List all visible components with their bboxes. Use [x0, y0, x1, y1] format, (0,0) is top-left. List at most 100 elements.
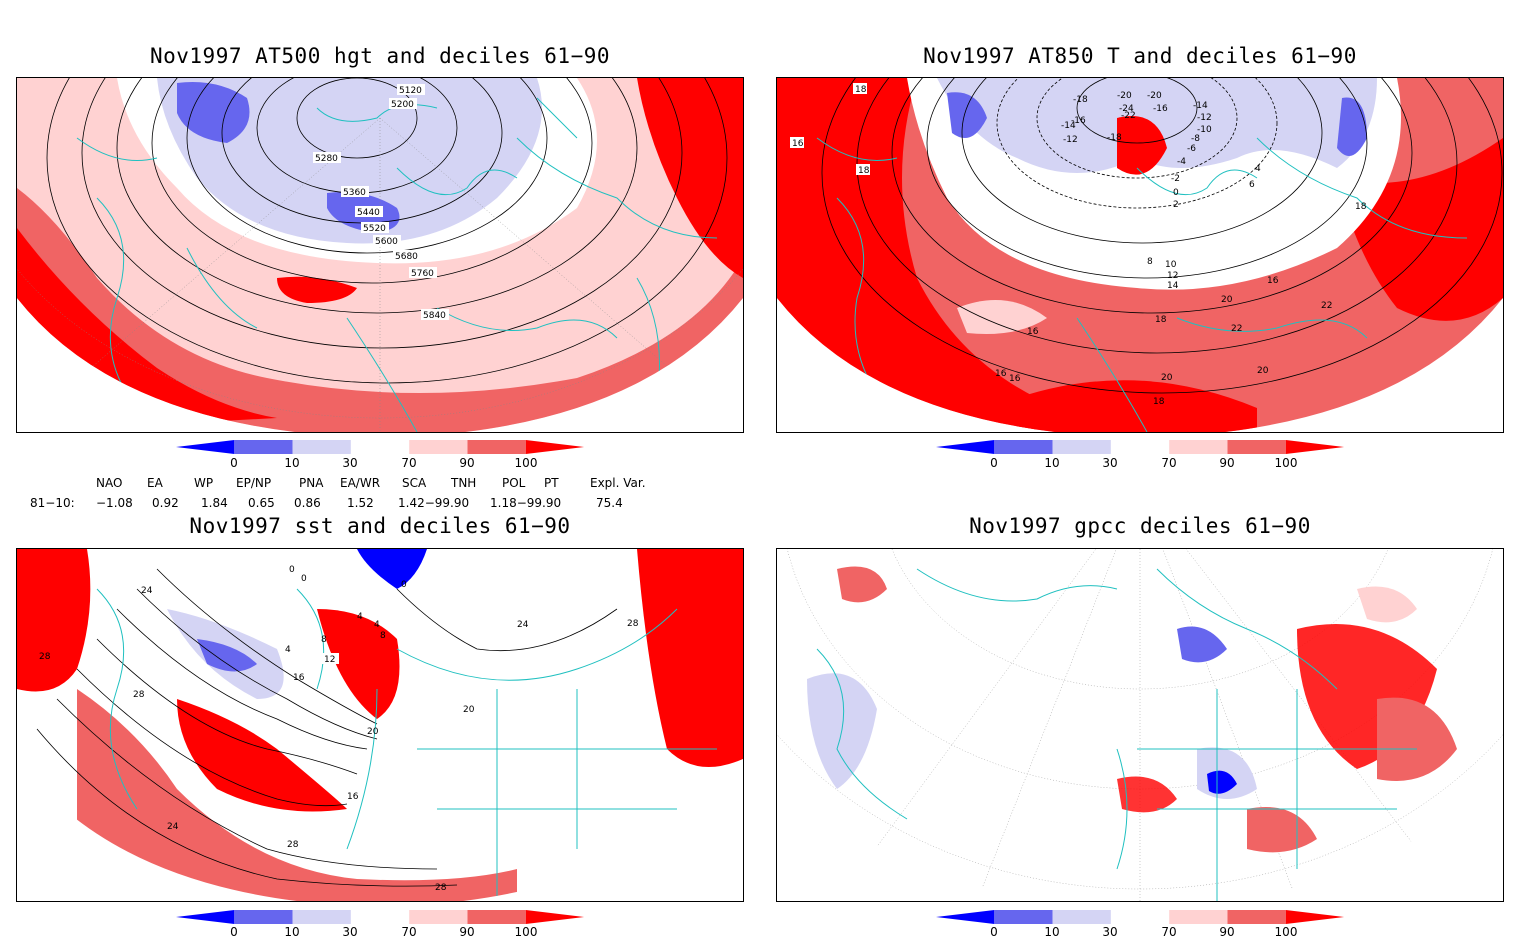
contour-label: 5680	[395, 252, 418, 262]
coastlines	[816, 568, 1417, 901]
contour-label: 16	[347, 792, 359, 802]
decile-fill-red-centre	[1117, 116, 1167, 175]
contour-label: 20	[463, 705, 475, 715]
colorbar-swatch	[292, 910, 351, 924]
precip-deciles	[807, 566, 1457, 853]
colorbar-swatch	[1227, 440, 1286, 454]
decile-fill-blue-1	[1207, 770, 1237, 794]
colorbar-tick: 70	[1161, 925, 1177, 939]
colorbar-tick: 70	[1161, 456, 1177, 470]
coastlines	[96, 588, 717, 901]
decile-fill-lightblue	[937, 78, 1377, 173]
index-header: EA/WR	[340, 476, 381, 490]
contour-label: 14	[1167, 281, 1179, 291]
colorbar-tick: 10	[1044, 456, 1060, 470]
index-header: PT	[544, 476, 559, 490]
contour-label: 22	[1231, 324, 1242, 334]
contour-label: 22	[1321, 301, 1332, 311]
colorbar-tick: 90	[459, 925, 475, 939]
colorbar-tick: 100	[514, 456, 538, 470]
contour-label: 28	[133, 690, 145, 700]
decile-fill-red-east	[637, 78, 743, 278]
colorbar-tick: 70	[401, 925, 417, 939]
colorbar-tick: 70	[401, 456, 417, 470]
contour-label: -8	[1191, 134, 1200, 144]
colorbar-tick: 30	[1102, 456, 1118, 470]
contour-label: 20	[1221, 295, 1233, 305]
index-header: PNA	[299, 476, 324, 490]
decile-fill-lightred-2	[837, 566, 887, 603]
index-header: NAO	[96, 476, 123, 490]
contour-label: -18	[1107, 133, 1122, 143]
contour-labels-at500: 5120 5200 5280 5360 5440 5520 5600 5680 …	[313, 84, 449, 321]
decile-fill-midblue-1	[947, 92, 987, 138]
decile-fill-lightblue	[157, 78, 542, 244]
colorbar-top-left	[176, 440, 585, 454]
map-sst-svg: 0 0 0 4 4 8 4 8 12 16 20 20 24 28 28 28 …	[17, 549, 743, 901]
index-header: WP	[194, 476, 214, 490]
contour-label: 5840	[423, 311, 446, 321]
map-at500-svg: 5120 5200 5280 5360 5440 5520 5600 5680 …	[17, 78, 743, 432]
colorbar-swatch	[525, 910, 585, 924]
index-header: TNH	[451, 476, 477, 490]
decile-fill-blue	[357, 549, 427, 589]
panel-title-gpcc: Nov1997 gpcc deciles 61−90	[969, 514, 1311, 538]
sst-contours	[36, 568, 618, 887]
decile-fill-red-east	[637, 549, 743, 767]
map-at850: 18 16 18 -20 -20 -18 -16 -14 -12 -10 -8 …	[776, 77, 1504, 433]
colorbar-swatch	[350, 910, 410, 924]
contour-label: 0	[401, 580, 407, 590]
contour-label: 18	[855, 85, 867, 95]
contour-label: 4	[1255, 164, 1261, 174]
contour-label: 8	[321, 635, 327, 645]
contour-label: 28	[287, 840, 299, 850]
decile-fill-red-west	[777, 78, 1037, 432]
contour-label: 0	[289, 565, 295, 575]
decile-fill-midblue-1	[1177, 626, 1227, 663]
colorbar-swatch	[1052, 440, 1111, 454]
contour-label: -14	[1193, 101, 1208, 111]
colorbar-swatch	[936, 910, 995, 924]
contour-label: -2	[1171, 174, 1180, 184]
contour-label: 24	[167, 822, 179, 832]
index-value: 0.92	[152, 496, 179, 510]
panel-title-at850: Nov1997 AT850 T and deciles 61−90	[923, 44, 1357, 68]
height-contours	[46, 78, 728, 384]
colorbar-tick: 10	[284, 925, 300, 939]
contour-label: 5440	[357, 208, 380, 218]
index-header: Expl. Var.	[590, 476, 646, 490]
colorbar-tick: 30	[1102, 925, 1118, 939]
index-table: NAO EA WP EP/NP PNA EA/WR SCA TNH POL PT…	[0, 474, 760, 514]
coastlines	[816, 137, 1468, 432]
decile-fill-midblue-2	[1337, 97, 1367, 156]
decile-fill-red-2	[1117, 776, 1177, 813]
colorbar-swatch	[1285, 910, 1345, 924]
contour-label: 5520	[363, 224, 386, 234]
colorbar-swatches	[176, 910, 585, 924]
index-header: EP/NP	[236, 476, 272, 490]
contour-label: 18	[1355, 202, 1367, 212]
decile-fill-pink-1	[1357, 586, 1417, 623]
colorbar-tick: 90	[459, 456, 475, 470]
contour-label: 20	[1257, 366, 1269, 376]
contour-label: 18	[1155, 315, 1167, 325]
colorbar-tick: 100	[1274, 456, 1298, 470]
colorbar-swatch	[1110, 910, 1170, 924]
panel-title-sst: Nov1997 sst and deciles 61−90	[189, 514, 571, 538]
colorbar-labels-top-right: 0 10 30 70 90 100	[936, 456, 1346, 472]
colorbar-tick: 90	[1219, 925, 1235, 939]
contour-label: 18	[1153, 397, 1165, 407]
colorbar-swatch	[936, 440, 995, 454]
contour-label: 24	[517, 620, 529, 630]
contour-label: 0	[301, 574, 307, 584]
decile-fill-pink	[957, 300, 1047, 334]
colorbar-tick: 10	[1044, 925, 1060, 939]
decile-fill-red-northwest	[17, 549, 91, 692]
contour-label: -12	[1197, 113, 1212, 123]
contour-label: 6	[1249, 180, 1255, 190]
contour-label: -20	[1117, 91, 1132, 101]
colorbar-swatch	[1227, 910, 1286, 924]
colorbar-swatch	[1169, 440, 1228, 454]
index-value: −1.08	[96, 496, 133, 510]
map-at850-svg: 18 16 18 -20 -20 -18 -16 -14 -12 -10 -8 …	[777, 78, 1503, 432]
